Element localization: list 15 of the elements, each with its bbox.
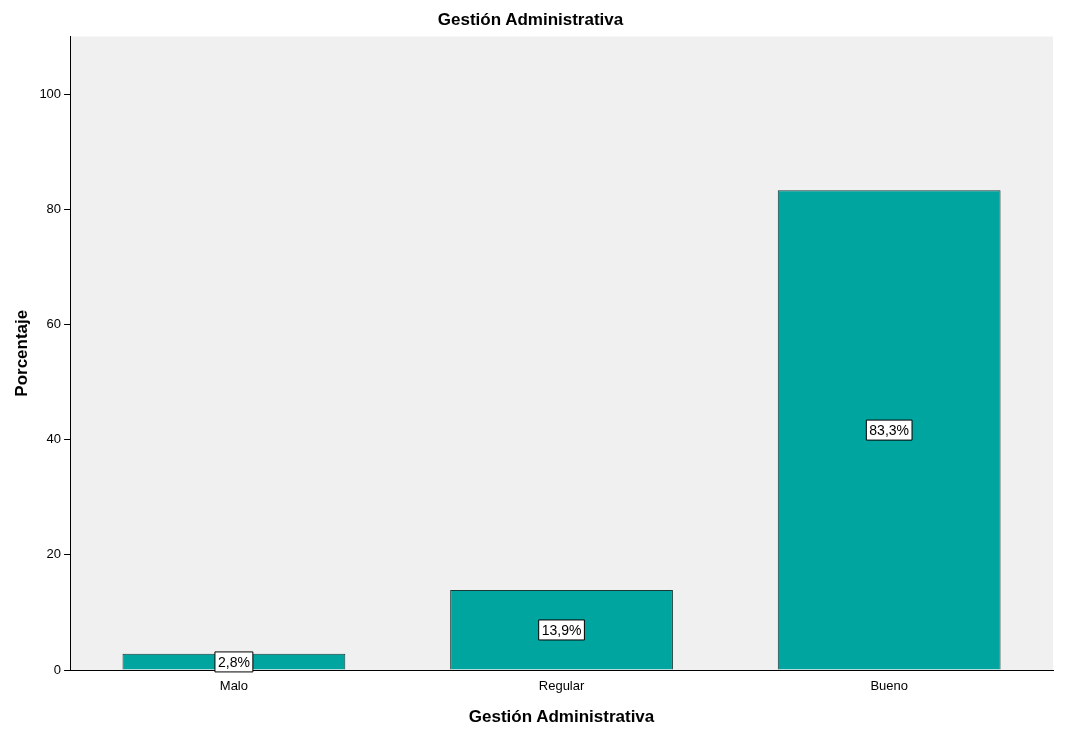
x-tick-label: Malo (219, 678, 248, 694)
y-tick-label: 40 (46, 431, 62, 447)
chart-title: Gestión Administrativa (437, 9, 624, 29)
x-tick-label: Bueno (870, 678, 908, 694)
y-tick-label: 20 (46, 546, 62, 562)
x-axis-title: Gestión Administrativa (468, 707, 655, 727)
x-tick-label: Regular (538, 678, 585, 694)
y-tick-label: 0 (53, 661, 62, 677)
y-tick-label: 100 (39, 85, 62, 101)
data-label: 2,8% (217, 653, 250, 670)
data-label: 13,9% (541, 621, 582, 638)
y-axis-title: Porcentaje (11, 309, 31, 397)
y-tick-label: 80 (46, 200, 62, 216)
data-label: 83,3% (869, 421, 910, 438)
y-tick-label: 60 (46, 315, 62, 331)
